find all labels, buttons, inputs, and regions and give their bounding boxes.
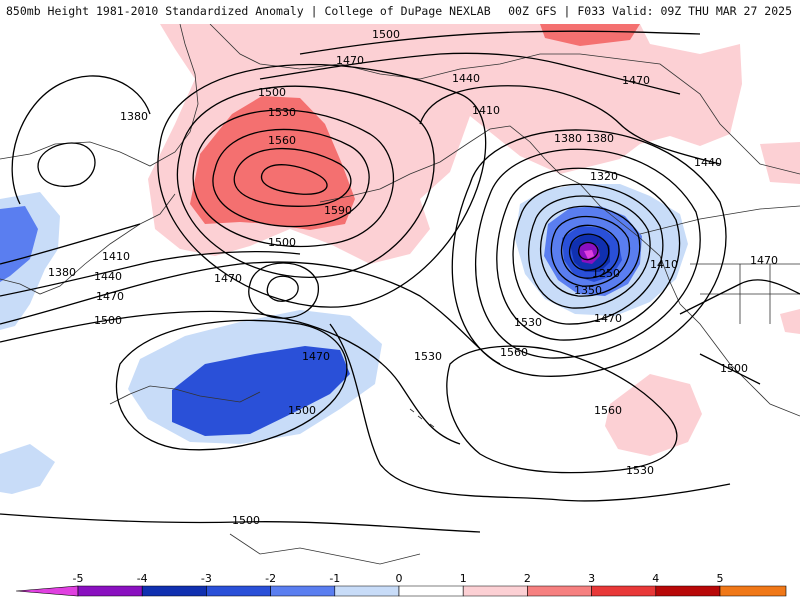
colorbar-segment <box>462 585 528 597</box>
contour-label: 1440 <box>694 156 722 169</box>
colorbar-tick-label: -5 <box>73 572 84 585</box>
map-title: 850mb Height 1981-2010 Standardized Anom… <box>6 4 491 18</box>
colorbar-segment <box>719 585 787 597</box>
colorbar-tick-label: -3 <box>201 572 212 585</box>
contour-label: 1500 <box>268 236 296 249</box>
weather-map: 1500 1470 1440 1470 1410 1380 1500 1530 … <box>0 24 800 568</box>
contour-label: 1410 <box>102 250 130 263</box>
positive-anomaly-shading <box>148 24 800 456</box>
contour-label: 1530 <box>414 350 442 363</box>
contour-label: 1470 <box>214 272 242 285</box>
colorbar-tick-label: -1 <box>329 572 340 585</box>
contour-label: 1440 <box>94 270 122 283</box>
colorbar-segment <box>334 585 400 597</box>
colorbar-segment <box>655 585 721 597</box>
contour-labels: 1500 1470 1440 1470 1410 1380 1500 1530 … <box>48 28 778 527</box>
colorbar-tick-label: 2 <box>524 572 531 585</box>
map-header: 850mb Height 1981-2010 Standardized Anom… <box>0 0 800 24</box>
colorbar-segment <box>77 585 143 597</box>
colorbar-segments <box>15 585 787 597</box>
contour-label: 1250 <box>592 267 620 280</box>
contour-label: 1380 <box>586 132 614 145</box>
colorbar-segment <box>591 585 657 597</box>
contour-label: 1380 <box>48 266 76 279</box>
contour-label: 1500 <box>94 314 122 327</box>
coastlines <box>0 24 800 565</box>
contour-label: 1380 <box>554 132 582 145</box>
contour-label: 1530 <box>626 464 654 477</box>
colorbar-tick-label: -4 <box>137 572 148 585</box>
contour-label: 1470 <box>302 350 330 363</box>
colorbar-segment <box>527 585 592 597</box>
contour-label: 1470 <box>622 74 650 87</box>
colorbar-tick-label: 4 <box>652 572 659 585</box>
contour-label: 1530 <box>514 316 542 329</box>
colorbar-segment <box>270 585 336 597</box>
contour-label: 1500 <box>288 404 316 417</box>
contour-label: 1320 <box>590 170 618 183</box>
colorbar-tick-label: 0 <box>396 572 403 585</box>
contour-label: 1560 <box>594 404 622 417</box>
height-contours <box>0 30 800 533</box>
model-run-info: 00Z GFS | F033 Valid: 09Z THU MAR 27 202… <box>508 4 792 18</box>
contour-label: 1470 <box>96 290 124 303</box>
contour-label: 1440 <box>452 72 480 85</box>
contour-label: 1350 <box>574 284 602 297</box>
colorbar-tick-label: 3 <box>588 572 595 585</box>
contour-label: 1380 <box>120 110 148 123</box>
colorbar-tick-label: 5 <box>717 572 724 585</box>
contour-label: 1410 <box>472 104 500 117</box>
colorbar-segment <box>206 585 271 597</box>
contour-label: 1500 <box>720 362 748 375</box>
contour-label: 1410 <box>650 258 678 271</box>
colorbar-segment <box>141 585 207 597</box>
contour-label: 1500 <box>372 28 400 41</box>
contour-label: 1560 <box>268 134 296 147</box>
colorbar-segment <box>15 585 79 597</box>
contour-label: 1500 <box>232 514 260 527</box>
contour-label: 1470 <box>336 54 364 67</box>
contour-label: 1530 <box>268 106 296 119</box>
contour-label: 1500 <box>258 86 286 99</box>
colorbar-tick-labels: -5 -4 -3 -2 -1 0 1 2 3 4 5 <box>73 572 724 585</box>
colorbar-tick-label: -2 <box>265 572 276 585</box>
contour-label: 1470 <box>750 254 778 267</box>
colorbar-tick-label: 1 <box>460 572 467 585</box>
contour-label: 1590 <box>324 204 352 217</box>
colorbar-segment <box>398 585 464 597</box>
anomaly-colorbar: -5 -4 -3 -2 -1 0 1 2 3 4 5 <box>15 572 787 597</box>
contour-label: 1470 <box>594 312 622 325</box>
contour-label: 1560 <box>500 346 528 359</box>
